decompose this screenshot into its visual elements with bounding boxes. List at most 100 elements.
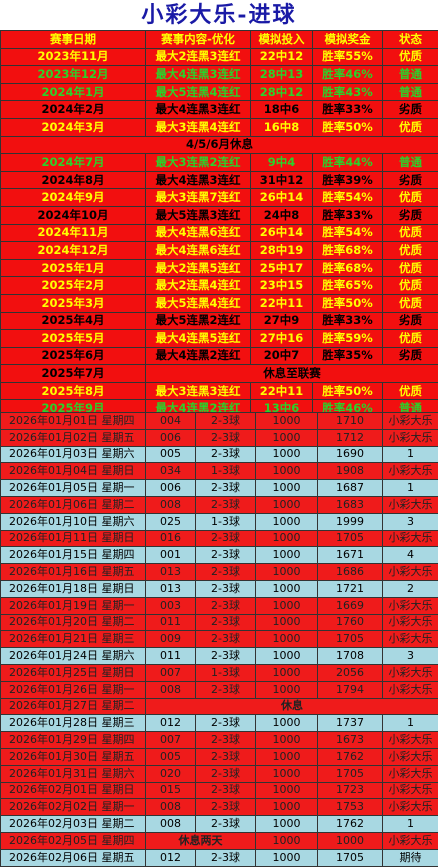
goal-range: 2-3球 [196, 715, 256, 732]
summary-content: 最大4连黑6连红 [146, 224, 251, 242]
daily-result: 小彩大乐 [383, 799, 438, 816]
summary-hits: 24中8 [251, 206, 313, 224]
daily-prize: 1712 [318, 429, 383, 446]
daily-stake: 1000 [256, 614, 318, 631]
goal-range: 2-3球 [196, 580, 256, 597]
goal-range: 2-3球 [196, 597, 256, 614]
goal-range: 2-3球 [196, 631, 256, 648]
daily-prize: 1753 [318, 799, 383, 816]
summary-hits: 26中14 [251, 189, 313, 207]
daily-prize: 2056 [318, 664, 383, 681]
match-code: 015 [146, 782, 196, 799]
daily-stake: 1000 [256, 849, 318, 866]
summary-win-rate: 胜率50% [313, 118, 383, 136]
summary-win-rate: 胜率54% [313, 224, 383, 242]
daily-prize: 1705 [318, 631, 383, 648]
summary-content: 最大2连黑5连红 [146, 259, 251, 277]
goal-range: 2-3球 [196, 748, 256, 765]
status-badge: 优质 [383, 277, 438, 295]
summary-hits: 22中11 [251, 294, 313, 312]
summary-date: 2024年2月 [1, 101, 146, 119]
match-code: 008 [146, 799, 196, 816]
daily-date: 2026年01月10日 星期六 [1, 513, 146, 530]
summary-content: 最大5连黑3连红 [146, 206, 251, 224]
daily-result: 小彩大乐 [383, 496, 438, 513]
daily-date: 2026年02月06日 星期五 [1, 849, 146, 866]
daily-stake: 1000 [256, 547, 318, 564]
summary-content: 最大3连黑4连红 [146, 118, 251, 136]
goal-range: 2-3球 [196, 413, 256, 430]
daily-stake: 1000 [256, 715, 318, 732]
page: { "title": "小彩大乐-进球", "header": ["赛事日期",… [0, 0, 438, 827]
header-cell: 赛事日期 [1, 31, 146, 49]
daily-stake: 1000 [256, 530, 318, 547]
daily-result: 3 [383, 513, 438, 530]
daily-stake: 1000 [256, 429, 318, 446]
daily-date: 2026年01月29日 星期四 [1, 732, 146, 749]
daily-result: 1 [383, 715, 438, 732]
match-code: 016 [146, 530, 196, 547]
summary-hits: 22中12 [251, 48, 313, 66]
status-badge: 普通 [383, 66, 438, 84]
daily-result: 小彩大乐 [383, 614, 438, 631]
summary-content: 最大4连黑3连红 [146, 171, 251, 189]
daily-result: 小彩大乐 [383, 681, 438, 698]
summary-header-row: 赛事日期赛事内容-优化模拟投入模拟奖金状态 [1, 31, 438, 49]
summary-hits: 27中9 [251, 312, 313, 330]
daily-result: 1 [383, 446, 438, 463]
goal-range: 2-3球 [196, 564, 256, 581]
daily-stake: 1000 [256, 480, 318, 497]
daily-date: 2026年01月27日 星期二 [1, 698, 146, 715]
daily-prize: 1721 [318, 580, 383, 597]
summary-win-rate: 胜率50% [313, 382, 383, 400]
summary-date: 2024年12月 [1, 242, 146, 260]
status-badge: 优质 [383, 118, 438, 136]
match-code: 006 [146, 480, 196, 497]
summary-hits: 28中19 [251, 242, 313, 260]
summary-content: 最大2连黑3连红 [146, 48, 251, 66]
daily-prize: 1908 [318, 463, 383, 480]
daily-result: 小彩大乐 [383, 413, 438, 430]
goal-range: 2-3球 [196, 799, 256, 816]
summary-win-rate: 胜率33% [313, 206, 383, 224]
summary-date: 2025年5月 [1, 330, 146, 348]
daily-stake: 1000 [256, 748, 318, 765]
daily-date: 2026年01月30日 星期五 [1, 748, 146, 765]
daily-stake: 1000 [256, 664, 318, 681]
match-code: 012 [146, 715, 196, 732]
summary-hits: 31中12 [251, 171, 313, 189]
summary-win-rate: 胜率50% [313, 294, 383, 312]
summary-date: 2024年3月 [1, 118, 146, 136]
match-code: 013 [146, 564, 196, 581]
status-badge: 优质 [383, 48, 438, 66]
daily-stake: 1000 [256, 446, 318, 463]
daily-date: 2026年01月24日 星期六 [1, 648, 146, 665]
daily-result: 1 [383, 816, 438, 833]
status-badge: 优质 [383, 294, 438, 312]
daily-date: 2026年01月06日 星期二 [1, 496, 146, 513]
status-badge: 劣质 [383, 171, 438, 189]
daily-date: 2026年02月05日 星期四 [1, 832, 146, 849]
